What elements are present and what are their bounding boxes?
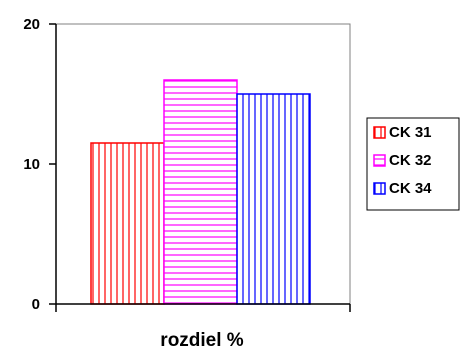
- y-tick-label: 0: [32, 296, 40, 313]
- legend-swatch-ck-32: [373, 154, 386, 167]
- y-tick-label: 20: [23, 16, 40, 33]
- bar-ck-34: [236, 93, 311, 305]
- legend-label-ck-34: CK 34: [389, 180, 432, 197]
- bar-ck-31: [90, 142, 165, 305]
- legend-swatch-ck-31: [373, 126, 386, 139]
- y-tick-label: 10: [23, 156, 40, 173]
- bar-ck-32: [163, 79, 238, 305]
- x-axis-label: rozdiel %: [160, 330, 244, 351]
- legend-swatch-ck-34: [373, 182, 386, 195]
- legend-label-ck-32: CK 32: [389, 152, 432, 169]
- legend-label-ck-31: CK 31: [389, 124, 432, 141]
- legend: CK 31 CK 32 CK 34: [366, 117, 460, 211]
